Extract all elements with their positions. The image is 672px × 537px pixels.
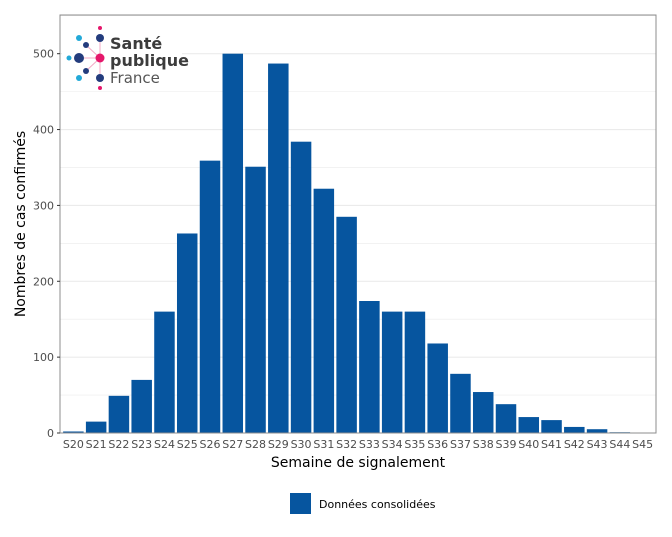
logo: Santé publique France [62, 17, 189, 91]
y-axis-ticks: 0 100 200 300 400 500 [33, 48, 60, 440]
bar-S35 [404, 311, 426, 433]
x-tick-label: S24 [154, 438, 175, 451]
bar-S43 [586, 429, 608, 433]
x-tick-label: S21 [86, 438, 107, 451]
bar-S31 [313, 188, 335, 433]
legend-swatch [290, 493, 311, 514]
x-tick-label: S38 [473, 438, 494, 451]
bar-S23 [131, 379, 152, 433]
bars [63, 53, 631, 434]
x-axis-label: Semaine de signalement [271, 455, 446, 471]
panel-border [59, 14, 657, 434]
bar-S34 [381, 311, 403, 433]
bar-S36 [427, 343, 448, 433]
x-tick-label: S37 [450, 438, 471, 451]
bar-S27 [222, 53, 244, 433]
bar-S39 [495, 404, 517, 433]
bar-S30 [290, 141, 312, 434]
bar-S21 [85, 421, 107, 433]
x-tick-label: S35 [404, 438, 425, 451]
x-tick-label: S28 [245, 438, 266, 451]
x-tick-label: S22 [108, 438, 129, 451]
logo-text-line1: Santé [110, 34, 162, 53]
x-tick-label: S30 [291, 438, 312, 451]
bar-S24 [154, 311, 175, 433]
bar-S42 [564, 426, 585, 433]
y-tick-label: 500 [33, 48, 54, 61]
bar-S25 [176, 233, 198, 433]
x-tick-label: S23 [131, 438, 152, 451]
bar-S28 [245, 166, 266, 434]
bar-S29 [268, 63, 289, 433]
legend-label: Données consolidées [319, 498, 436, 511]
x-tick-label: S44 [609, 438, 630, 451]
x-tick-label: S34 [382, 438, 403, 451]
bar-S38 [472, 392, 494, 433]
x-tick-label: S33 [359, 438, 380, 451]
x-tick-label: S27 [222, 438, 243, 451]
x-tick-label: S43 [587, 438, 608, 451]
x-tick-label: S32 [336, 438, 357, 451]
y-tick-label: 400 [33, 124, 54, 137]
legend: Données consolidées [290, 493, 436, 514]
x-axis-ticks: S20 S21 S22 S23 S24 S25 S26 S27 S28 S29 S30 S31 S32 S… [63, 438, 653, 451]
x-tick-label: S20 [63, 438, 84, 451]
x-tick-label: S45 [632, 438, 653, 451]
bar-S40 [518, 417, 540, 433]
y-tick-label: 200 [33, 275, 54, 288]
logo-text-line3: France [110, 69, 160, 87]
logo-text-line2: publique [110, 51, 189, 70]
x-tick-label: S42 [564, 438, 585, 451]
bar-S37 [450, 373, 471, 433]
bar-S22 [108, 395, 130, 433]
y-axis-label: Nombres de cas confirmés [13, 131, 29, 317]
x-tick-label: S29 [268, 438, 289, 451]
y-tick-label: 300 [33, 199, 54, 212]
x-tick-label: S26 [200, 438, 221, 451]
x-tick-label: S36 [427, 438, 448, 451]
bar-S41 [541, 420, 562, 433]
bar-S32 [336, 216, 357, 433]
y-tick-label: 100 [33, 351, 54, 364]
x-tick-label: S41 [541, 438, 562, 451]
bar-S26 [199, 160, 221, 434]
x-tick-label: S31 [313, 438, 334, 451]
x-tick-label: S40 [518, 438, 539, 451]
bar-S20 [63, 431, 84, 433]
x-tick-label: S39 [496, 438, 517, 451]
x-tick-label: S25 [177, 438, 198, 451]
y-tick-label: 0 [47, 427, 54, 440]
bar-S33 [359, 301, 380, 433]
